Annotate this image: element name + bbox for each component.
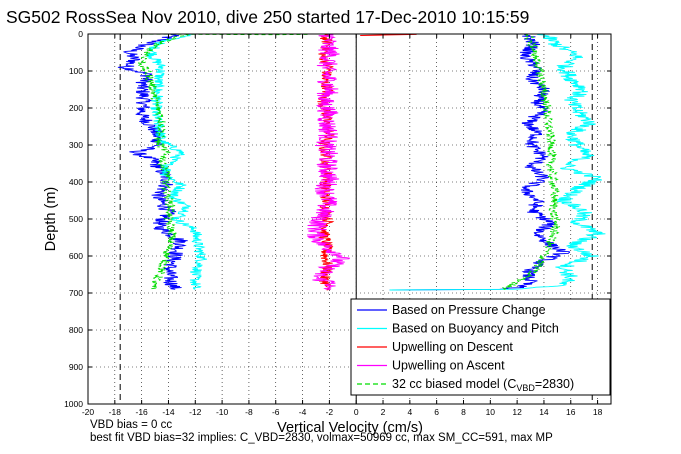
tick-label-x: 0 (354, 407, 359, 417)
series-line (306, 33, 351, 291)
figure-title: SG502 RossSea Nov 2010, dive 250 started… (6, 7, 530, 27)
legend-label: Based on Pressure Change (392, 303, 546, 317)
tick-label-x: 8 (461, 407, 466, 417)
tick-label-y: 700 (69, 288, 83, 298)
tick-label-x: -4 (299, 407, 307, 417)
tick-label-x: 10 (486, 407, 496, 417)
tick-label-x: -2 (326, 407, 334, 417)
tick-label-y: 300 (69, 140, 83, 150)
tick-label-x: -10 (216, 407, 229, 417)
series-line (146, 33, 207, 290)
series-line (137, 33, 189, 290)
tick-label-y: 600 (69, 251, 83, 261)
tick-label-y: 800 (69, 325, 83, 335)
series-line (389, 33, 606, 291)
legend-label: Upwelling on Descent (392, 340, 513, 354)
series-line (389, 33, 571, 291)
tick-label-y: 100 (69, 66, 83, 76)
tick-label-y: 1000 (64, 399, 83, 409)
legend-label: Based on Buoyancy and Pitch (392, 322, 559, 336)
tick-label-x: 2 (381, 407, 386, 417)
y-axis-label: Depth (m) (43, 187, 59, 251)
tick-label-x: -16 (135, 407, 148, 417)
tick-label-x: -20 (82, 407, 95, 417)
x-axis-label: Vertical Velocity (cm/s) (277, 420, 423, 436)
tick-label-x: 6 (434, 407, 439, 417)
tick-label-x: 16 (566, 407, 576, 417)
legend: Based on Pressure Change Based on Buoyanc… (350, 298, 611, 396)
tick-label-y: 400 (69, 177, 83, 187)
tick-label-y: 900 (69, 362, 83, 372)
tick-label-x: 4 (407, 407, 412, 417)
tick-label-x: -6 (272, 407, 280, 417)
legend-label: Upwelling on Ascent (392, 359, 505, 373)
vbd-bias-note: VBD bias = 0 cc (90, 419, 173, 431)
series-line (502, 33, 561, 290)
tick-label-x: 12 (512, 407, 522, 417)
tick-label-x: -14 (162, 407, 175, 417)
axis-ticks: -20 -18 -16 -14 -12 -10 -8 -6 -4 -2 0 2 4 6 8 10 12 14 16 1… (64, 29, 611, 417)
tick-label-x: -12 (189, 407, 202, 417)
tick-label-x: 18 (593, 407, 603, 417)
tick-label-y: 500 (69, 214, 83, 224)
tick-label-x: 14 (539, 407, 549, 417)
tick-label-x: -8 (245, 407, 253, 417)
series-line (117, 33, 188, 290)
best-fit-note: best fit VBD bias=32 implies: C_VBD=2830… (90, 432, 553, 444)
tick-label-x: -18 (109, 407, 122, 417)
tick-label-y: 0 (78, 29, 83, 39)
legend-box (350, 298, 611, 396)
legend-label: 32 cc biased model (CVBD=2830) (392, 377, 574, 393)
tick-label-y: 200 (69, 103, 83, 113)
